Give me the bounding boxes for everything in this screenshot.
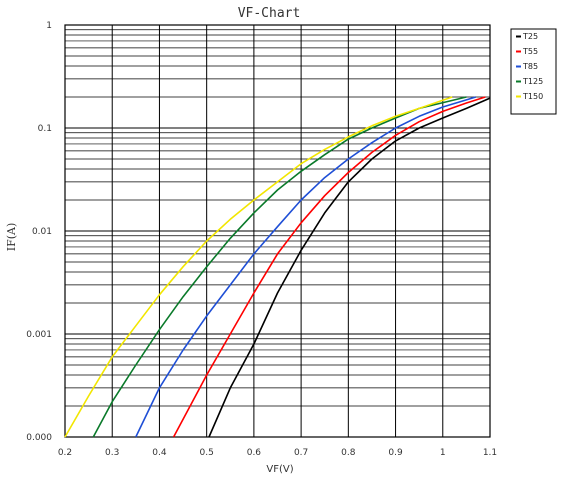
series-line-t85 bbox=[135, 96, 477, 438]
x-tick-label: 1.1 bbox=[483, 448, 497, 458]
series-layer bbox=[64, 96, 491, 438]
y-tick-label: 1 bbox=[46, 21, 52, 31]
x-tick-label: 0.4 bbox=[152, 448, 167, 458]
series-line-t125 bbox=[92, 96, 467, 438]
legend-item-t150: T150 bbox=[516, 92, 543, 101]
y-tick-label: 0.1 bbox=[38, 124, 52, 134]
series-line-t150 bbox=[64, 96, 453, 438]
x-tick-label: 0.9 bbox=[388, 448, 403, 458]
legend-item-t85: T85 bbox=[516, 62, 538, 71]
x-tick-label: 0.3 bbox=[105, 448, 119, 458]
legend-item-t55: T55 bbox=[516, 47, 538, 56]
legend-label: T150 bbox=[522, 92, 543, 101]
legend-label: T55 bbox=[522, 47, 538, 56]
legend-label: T85 bbox=[522, 62, 538, 71]
y-tick-label: 0.000 bbox=[26, 433, 52, 443]
x-tick-label: 0.7 bbox=[294, 448, 308, 458]
x-tick-label: 0.8 bbox=[341, 448, 356, 458]
x-tick-label: 0.5 bbox=[200, 448, 214, 458]
x-axis-label: VF(V) bbox=[266, 464, 293, 475]
legend-item-t25: T25 bbox=[516, 32, 538, 41]
chart-title: VF-Chart bbox=[238, 6, 301, 21]
series-line-t55 bbox=[172, 96, 486, 438]
y-axis-label: IF(A) bbox=[5, 223, 18, 252]
x-tick-label: 0.6 bbox=[247, 448, 262, 458]
legend-label: T25 bbox=[522, 32, 538, 41]
legend-items: T25 T55 T85 T125 T150 bbox=[516, 32, 543, 101]
x-tick-labels: 0.2 0.3 0.4 0.5 0.6 0.7 0.8 0.9 1 1.1 bbox=[58, 448, 497, 458]
plot-frame bbox=[64, 24, 491, 438]
legend-label: T125 bbox=[522, 77, 543, 86]
legend-item-t125: T125 bbox=[516, 77, 543, 86]
x-tick-label: 1 bbox=[440, 448, 446, 458]
y-tick-label: 0.001 bbox=[26, 330, 52, 340]
series-line-t25 bbox=[208, 97, 491, 438]
legend: T25 T55 T85 T125 T150 bbox=[510, 28, 557, 115]
legend-box bbox=[510, 28, 557, 115]
x-tick-label: 0.2 bbox=[58, 448, 72, 458]
y-tick-label: 0.01 bbox=[32, 227, 52, 237]
y-tick-labels: 0.000 0.001 0.01 0.1 1 bbox=[26, 21, 52, 443]
